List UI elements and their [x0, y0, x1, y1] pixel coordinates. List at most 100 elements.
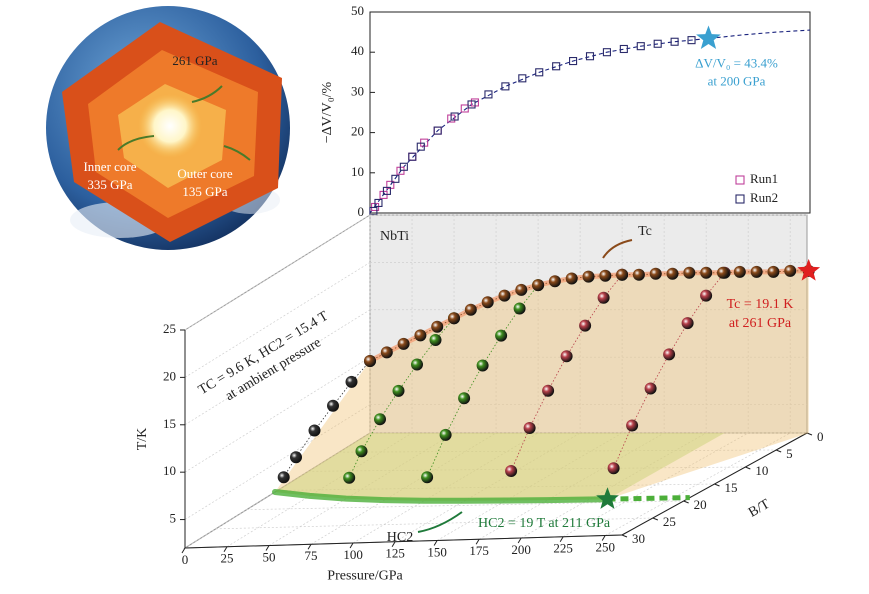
data-point: [518, 74, 527, 83]
data-point: [700, 266, 713, 279]
arrow: [223, 145, 251, 161]
grid-line: [184, 356, 371, 473]
annotation-text: Tc: [638, 224, 652, 239]
grid-line: [563, 432, 749, 538]
y-tick-label: 10: [351, 164, 364, 179]
data-point: [369, 206, 378, 216]
y-tick: [775, 449, 782, 453]
x-tick: [265, 545, 270, 551]
data-point: [513, 302, 526, 315]
annotation: ΔV/V₀ = 43.4%: [695, 56, 778, 71]
data-point: [750, 265, 763, 278]
earth-label: 335 GPa: [87, 177, 132, 192]
data-point: [619, 44, 628, 54]
z-tick-label: 20: [163, 368, 176, 383]
earth-illustration: 261 GPa Inner core 335 GPa Outer core 13…: [46, 6, 290, 250]
data-point: [597, 291, 610, 304]
data-point: [733, 265, 746, 278]
annotation-text: at 261 GPa: [729, 316, 792, 331]
y-tick-label: 20: [351, 124, 364, 139]
data-point: [476, 359, 489, 372]
y-tick-label: 5: [786, 446, 793, 461]
data-point: [481, 296, 494, 309]
x-tick-label: 75: [305, 548, 318, 563]
x-tick: [433, 540, 438, 546]
data-point: [458, 392, 471, 405]
annotation-arrow: [417, 511, 463, 533]
y-tick-label: 50: [351, 3, 364, 18]
data-point: [495, 329, 508, 342]
fit-line: [369, 29, 811, 214]
earth-label: 261 GPa: [172, 53, 217, 68]
data-point: [484, 90, 493, 99]
data-point: [523, 422, 536, 434]
legend-swatch: [735, 175, 745, 185]
grid-line: [184, 404, 371, 520]
data-point: [355, 445, 368, 458]
plot-frame: [369, 11, 811, 214]
superconducting-surface: [275, 270, 809, 501]
grid-line: [184, 214, 371, 331]
y-tick-label: 0: [817, 429, 824, 444]
data-point: [416, 142, 425, 151]
data-point: [644, 382, 657, 395]
earth-label: 135 GPa: [182, 184, 227, 199]
data-point: [535, 68, 544, 77]
data-point: [670, 37, 679, 46]
y-tick-label: 20: [694, 497, 707, 512]
data-point: [560, 350, 573, 363]
data-point: [649, 267, 662, 280]
data-point: [683, 266, 696, 279]
data-point: [532, 279, 545, 292]
data-point: [308, 424, 321, 437]
annotation: Tc = 19.1 K at 261 GPa: [727, 297, 794, 331]
y-tick-label: 30: [632, 531, 645, 546]
data-point: [380, 346, 393, 359]
annotation: TC = 9.6 K, HC2 = 15.4 Tat ambient press…: [196, 309, 331, 405]
data-point: [397, 337, 410, 350]
z-tick-label: 5: [170, 511, 177, 526]
data-point: [687, 36, 696, 45]
x-tick: [307, 543, 312, 550]
data-point: [569, 56, 578, 66]
data-point: [429, 334, 442, 346]
data-point: [666, 267, 679, 280]
annotation-arrow: [602, 239, 633, 259]
axis-line: [621, 432, 808, 536]
x-tick-label: 50: [263, 549, 276, 564]
hc2-curve: [272, 489, 611, 504]
x-tick-label: 100: [343, 547, 363, 562]
data-point: [542, 384, 555, 397]
z-tick-label: 15: [163, 416, 176, 431]
y-tick: [714, 483, 720, 487]
x-tick: [391, 541, 396, 548]
data-point: [565, 272, 578, 285]
data-point: [374, 413, 386, 426]
x-tick-label: 250: [595, 539, 615, 554]
annotation: HC2 = 19 T at 211 GPa: [478, 516, 611, 531]
data-point: [498, 289, 511, 302]
data-point: [411, 358, 423, 371]
chart-title: NbTi: [380, 229, 409, 244]
x-tick: [181, 547, 186, 554]
grid-line: [184, 309, 371, 426]
grid-line: [215, 517, 653, 530]
data-point: [607, 462, 620, 475]
y-tick: [683, 500, 689, 504]
data-point: [599, 269, 612, 282]
data-point: [515, 283, 528, 296]
x-tick-label: 175: [469, 543, 489, 558]
legend-swatch: [735, 194, 745, 204]
data-point: [616, 268, 629, 281]
data-point: [636, 42, 645, 51]
data-point: [653, 39, 662, 48]
z-axis-label: T/K: [135, 428, 150, 451]
data-point: [290, 451, 302, 464]
x-tick-label: 200: [511, 542, 531, 557]
x-tick: [517, 537, 522, 544]
y-tick: [621, 534, 628, 538]
legend-label: Run2: [750, 190, 778, 205]
x-tick: [475, 538, 480, 545]
y-tick-label: 40: [351, 43, 364, 58]
